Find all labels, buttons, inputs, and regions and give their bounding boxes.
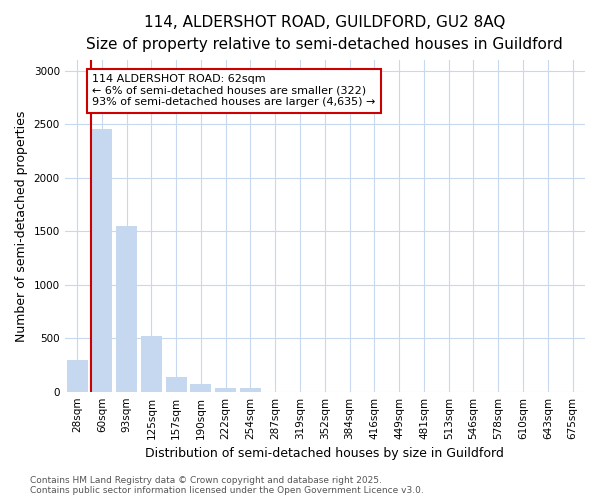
Bar — [166, 376, 187, 392]
Title: 114, ALDERSHOT ROAD, GUILDFORD, GU2 8AQ
Size of property relative to semi-detach: 114, ALDERSHOT ROAD, GUILDFORD, GU2 8AQ … — [86, 15, 563, 52]
Text: Contains HM Land Registry data © Crown copyright and database right 2025.
Contai: Contains HM Land Registry data © Crown c… — [30, 476, 424, 495]
X-axis label: Distribution of semi-detached houses by size in Guildford: Distribution of semi-detached houses by … — [145, 447, 504, 460]
Bar — [141, 336, 162, 392]
Text: 114 ALDERSHOT ROAD: 62sqm
← 6% of semi-detached houses are smaller (322)
93% of : 114 ALDERSHOT ROAD: 62sqm ← 6% of semi-d… — [92, 74, 376, 108]
Bar — [67, 360, 88, 392]
Bar — [190, 384, 211, 392]
Y-axis label: Number of semi-detached properties: Number of semi-detached properties — [15, 110, 28, 342]
Bar — [116, 226, 137, 392]
Bar — [215, 388, 236, 392]
Bar — [91, 128, 112, 392]
Bar — [240, 388, 261, 392]
